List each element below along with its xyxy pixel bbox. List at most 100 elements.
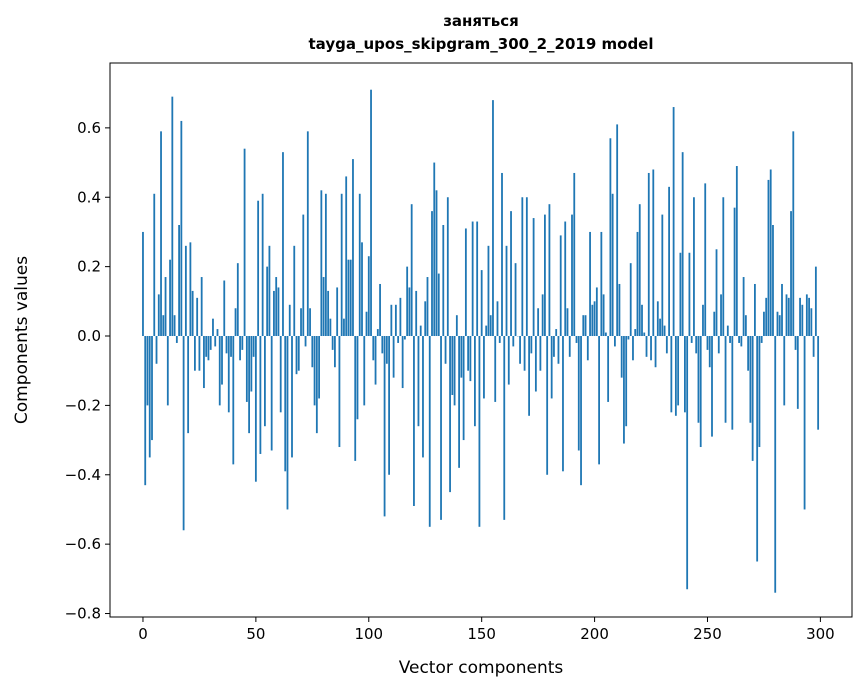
bar [417,336,420,427]
bar [711,336,713,437]
bar [460,336,463,378]
y-tick-label: −0.8 [65,605,101,623]
bar [361,242,363,337]
bar [604,332,607,337]
bar [390,304,393,337]
bar [248,336,250,434]
bar [212,318,214,337]
bar [370,89,372,337]
x-tick-label: 150 [467,625,496,643]
bar [216,329,219,337]
bar [198,336,201,371]
bar [803,336,806,510]
y-tick-label: 0.4 [77,188,101,206]
bar [304,336,307,347]
bar [659,318,661,337]
bar [557,336,560,364]
bar [632,336,634,361]
bar [187,336,190,434]
bar [776,311,779,337]
bar [641,304,643,337]
bar [670,336,673,413]
bar [144,336,147,486]
bar [623,336,625,444]
bar [735,166,738,337]
bar [313,336,316,406]
bar [243,148,246,337]
x-tick-label: 0 [138,625,148,643]
bar [512,336,515,347]
bar [334,336,336,368]
bar [564,221,567,337]
bar [257,200,260,337]
bar [413,336,415,506]
bar [221,336,223,385]
bar [559,235,562,337]
bar [442,225,445,337]
bar [446,197,449,337]
bar [528,336,530,416]
bar [783,336,786,406]
bar [336,287,339,337]
bar [225,336,228,354]
bar [451,336,454,395]
bar [171,96,174,337]
bar [550,336,553,399]
bar [553,336,555,357]
bar [607,336,610,402]
bar [194,336,196,371]
bar [489,315,492,337]
bar [474,336,476,427]
bar [426,277,429,337]
bar [433,162,436,337]
bar [180,120,183,337]
bar [580,336,582,486]
bar [817,336,820,430]
bar [367,256,370,337]
bar [327,290,330,337]
bar [354,336,357,461]
y-tick-label: −0.4 [65,466,101,484]
bar [234,308,237,337]
x-tick-label: 300 [806,625,835,643]
bar [363,336,366,406]
y-axis-label: Components values [12,255,32,425]
bar [399,297,402,337]
bar [595,287,598,337]
bar [763,311,765,337]
y-tick-label: −0.6 [65,535,101,553]
bar [449,336,451,493]
bar [223,280,226,337]
bar [544,214,546,337]
bar [681,152,684,337]
bar [521,197,524,337]
bar [376,329,379,337]
bar [440,336,442,520]
y-tick-label: 0.2 [77,258,101,276]
bar [480,270,483,337]
bar [410,204,413,337]
bar [270,336,273,451]
bar [311,336,314,368]
bar [160,131,162,337]
bar [634,329,637,337]
plot-frame [109,62,853,618]
bar [496,301,499,337]
bar [650,336,652,361]
bar [656,301,659,337]
bar [175,336,178,343]
bar [706,336,709,350]
bar [352,159,354,337]
bar [778,315,781,337]
bar [672,107,675,337]
bar [392,336,395,378]
bar [589,231,591,337]
bar [663,325,666,337]
bar [200,277,203,337]
bar [485,325,488,337]
bar [616,124,619,337]
bar [584,315,587,337]
bar [318,336,320,399]
bar [758,336,761,448]
